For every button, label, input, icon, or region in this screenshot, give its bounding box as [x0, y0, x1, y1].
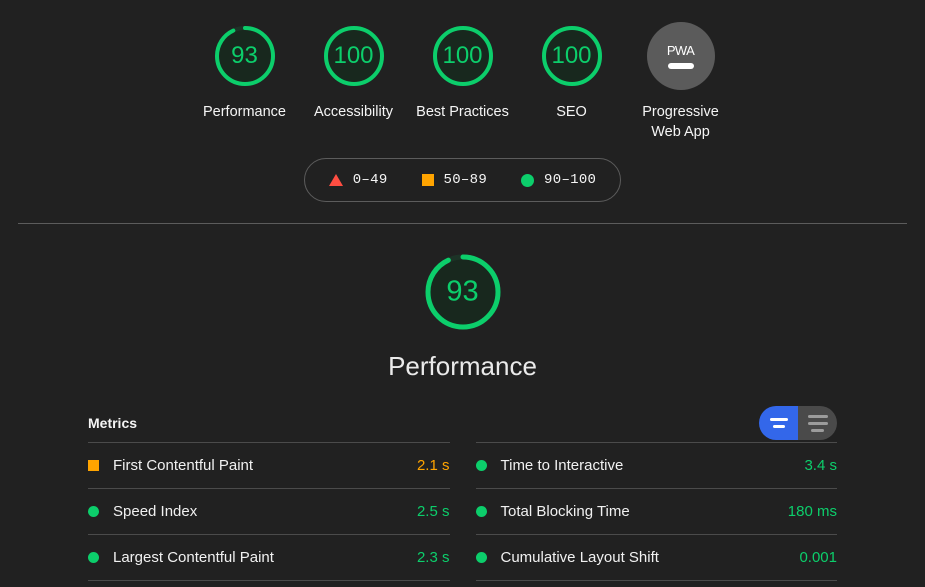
performance-gauge: 93: [420, 249, 506, 335]
metrics-column-bottom-rule: [88, 580, 450, 582]
metric-rating-pass-icon: [88, 506, 99, 518]
metric-rating-average-icon: [88, 460, 99, 472]
gauge-score: 100: [551, 42, 592, 69]
score-legend: 0–49 50–89 90–100: [303, 158, 622, 203]
category-gauge-best-practices[interactable]: 100 Best Practices: [416, 12, 509, 123]
metric-name: First Contentful Paint: [113, 457, 254, 475]
performance-gauge-score: 93: [446, 275, 479, 308]
metrics-column-left: First Contentful Paint 2.1 s Speed Index 2.…: [88, 442, 450, 582]
gauge-score: 100: [333, 42, 374, 69]
metric-rating-pass-icon: [475, 552, 487, 564]
page-title: Performance: [388, 351, 537, 382]
legend-range-label: 50–89: [443, 172, 488, 189]
metrics-column-right: Time to Interactive 3.4 s Total Blocking T…: [475, 442, 837, 582]
circle-icon: [521, 173, 535, 187]
metrics-view-toggle[interactable]: [759, 406, 837, 441]
metric-value: 2.3 s: [416, 549, 450, 567]
gauge-arc: [541, 26, 602, 86]
gauge-label: SEO: [556, 104, 587, 120]
category-gauges-row: 93 Performance 100 Accessibility 100 Best Pra…: [0, 0, 925, 142]
triangle-icon: [328, 174, 343, 187]
metric-row[interactable]: Speed Index 2.5 s: [88, 488, 450, 534]
category-gauge-progressive-web-app[interactable]: PWA Progressive Web App: [634, 12, 727, 142]
legend-item-90-100: 90–100: [521, 172, 596, 188]
metric-row[interactable]: Largest Contentful Paint 2.3 s: [88, 534, 450, 580]
pwa-badge-dash-icon: [667, 63, 694, 69]
gauge-label: Best Practices: [416, 104, 509, 120]
gauge-arc: [214, 26, 275, 86]
metric-name: Speed Index: [113, 503, 198, 521]
gauge-score: 100: [442, 42, 483, 69]
metrics-grid: First Contentful Paint 2.1 s Speed Index 2.…: [18, 442, 907, 582]
gauge-visual: 100: [538, 12, 606, 100]
metric-value: 180 ms: [787, 503, 837, 521]
metric-value: 2.1 s: [416, 457, 450, 475]
legend-range-label: 0–49: [352, 172, 388, 189]
metric-rating-pass-icon: [475, 506, 487, 518]
gauge-visual: PWA: [646, 12, 715, 100]
legend-item-0-49: 0–49: [328, 172, 388, 189]
metric-value: 0.001: [799, 549, 837, 567]
legend-item-50-89: 50–89: [421, 172, 488, 189]
performance-gauge-arc: [425, 254, 500, 330]
metric-rating-pass-icon: [88, 552, 99, 564]
gauge-visual: 100: [429, 12, 497, 100]
pwa-badge-icon: PWA: [646, 22, 715, 90]
metrics-column-bottom-rule: [475, 580, 837, 582]
metrics-heading: Metrics: [88, 415, 138, 432]
metric-row[interactable]: Total Blocking Time 180 ms: [475, 488, 837, 534]
metric-value: 3.4 s: [804, 457, 837, 475]
gauge-score: 93: [231, 42, 258, 69]
gauge-label: Accessibility: [314, 104, 393, 120]
score-legend-row: 0–49 50–89 90–100: [0, 158, 925, 203]
category-gauge-performance[interactable]: 93 Performance: [198, 12, 291, 123]
gauge-arc: [432, 26, 493, 86]
metric-rating-pass-icon: [475, 460, 487, 472]
metric-row[interactable]: First Contentful Paint 2.1 s: [88, 442, 450, 488]
metrics-header: Metrics: [18, 404, 907, 442]
section-divider: [18, 223, 907, 225]
category-gauge-accessibility[interactable]: 100 Accessibility: [307, 12, 400, 123]
square-icon: [421, 174, 434, 187]
simple-view-toggle-button[interactable]: [759, 406, 798, 441]
legend-range-label: 90–100: [544, 172, 597, 189]
metric-row[interactable]: Cumulative Layout Shift 0.001: [475, 534, 837, 580]
gauge-visual: 100: [320, 12, 388, 100]
expanded-view-toggle-button[interactable]: [798, 406, 837, 441]
pwa-badge-label: PWA: [666, 43, 695, 58]
metric-name: Largest Contentful Paint: [113, 549, 274, 567]
metric-value: 2.5 s: [416, 503, 450, 521]
metrics-section: Metrics First Contentful Paint 2.1 s Speed…: [18, 404, 907, 582]
performance-category-header: 93 Performance: [0, 224, 925, 382]
gauge-visual: 93: [211, 12, 279, 100]
gauge-arc: [323, 26, 384, 86]
metric-name: Cumulative Layout Shift: [500, 549, 659, 567]
metric-name: Total Blocking Time: [500, 503, 630, 521]
category-gauge-seo[interactable]: 100 SEO: [525, 12, 618, 123]
gauge-label: Performance: [202, 104, 286, 120]
metric-row[interactable]: Time to Interactive 3.4 s: [475, 442, 837, 488]
gauge-label: Progressive Web App: [642, 104, 719, 140]
metric-name: Time to Interactive: [500, 457, 624, 475]
